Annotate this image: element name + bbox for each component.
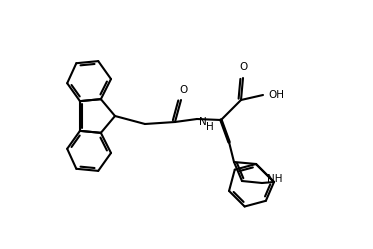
Text: H: H xyxy=(206,122,214,132)
Text: N: N xyxy=(199,117,207,127)
Text: O: O xyxy=(179,85,187,95)
Text: OH: OH xyxy=(268,90,284,100)
Text: NH: NH xyxy=(267,174,282,184)
Text: O: O xyxy=(240,62,248,72)
